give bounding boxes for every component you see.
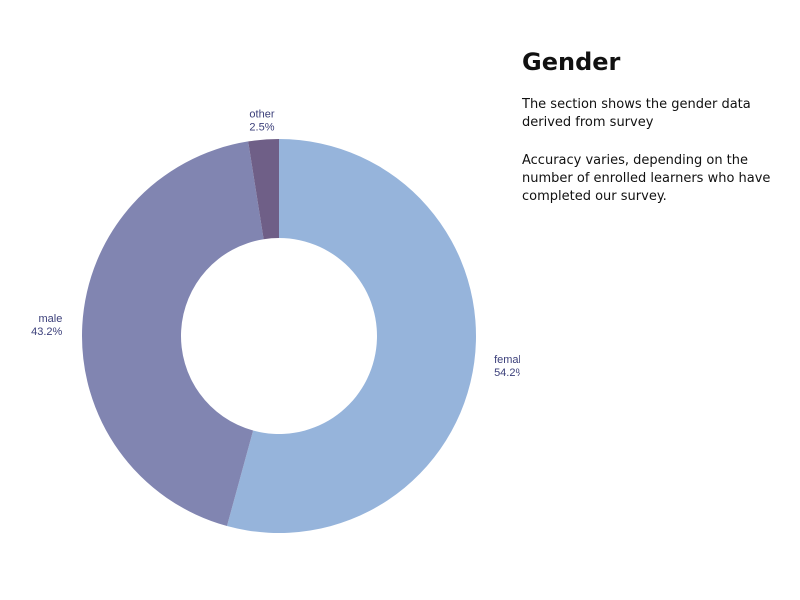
slice-other	[248, 139, 279, 240]
page-title: Gender	[522, 48, 621, 76]
accuracy-note: Accuracy varies, depending on the number…	[522, 153, 771, 204]
slice-label-female: female	[494, 354, 520, 366]
slice-value-other: 2.5%	[249, 122, 274, 134]
description-paragraph: The section shows the gender data derive…	[522, 97, 751, 130]
slice-value-female: 54.2%	[494, 367, 520, 379]
slice-female	[226, 139, 476, 533]
donut-slices	[82, 139, 476, 533]
slice-value-male: 43.2%	[31, 326, 62, 338]
slice-label-male: male	[38, 313, 62, 325]
slice-label-other: other	[249, 109, 274, 121]
slice-male	[82, 141, 264, 527]
info-panel: Gender The section shows the gender data…	[522, 46, 782, 226]
